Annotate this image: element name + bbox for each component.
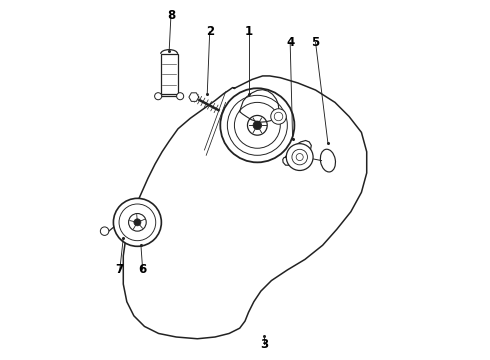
Circle shape bbox=[292, 149, 307, 165]
Circle shape bbox=[134, 219, 141, 226]
Text: 5: 5 bbox=[312, 36, 319, 49]
Circle shape bbox=[155, 93, 162, 100]
Circle shape bbox=[286, 144, 313, 171]
Circle shape bbox=[176, 93, 184, 100]
Text: 8: 8 bbox=[167, 9, 175, 22]
Polygon shape bbox=[189, 93, 199, 102]
Ellipse shape bbox=[320, 149, 336, 172]
Circle shape bbox=[253, 121, 262, 130]
Text: 3: 3 bbox=[260, 338, 269, 351]
Circle shape bbox=[247, 116, 267, 135]
Circle shape bbox=[234, 102, 280, 148]
Bar bbox=[161, 54, 177, 94]
Circle shape bbox=[128, 213, 146, 231]
Text: 7: 7 bbox=[116, 264, 124, 276]
Circle shape bbox=[227, 95, 287, 155]
Circle shape bbox=[274, 112, 283, 121]
Circle shape bbox=[100, 227, 109, 235]
Circle shape bbox=[119, 204, 156, 241]
Circle shape bbox=[220, 88, 294, 162]
Text: 6: 6 bbox=[139, 264, 147, 276]
Circle shape bbox=[271, 109, 286, 124]
Circle shape bbox=[296, 153, 303, 161]
Text: 4: 4 bbox=[286, 36, 294, 49]
Text: 1: 1 bbox=[245, 25, 252, 38]
Polygon shape bbox=[283, 140, 311, 165]
Text: 2: 2 bbox=[206, 25, 214, 38]
Circle shape bbox=[113, 198, 161, 246]
